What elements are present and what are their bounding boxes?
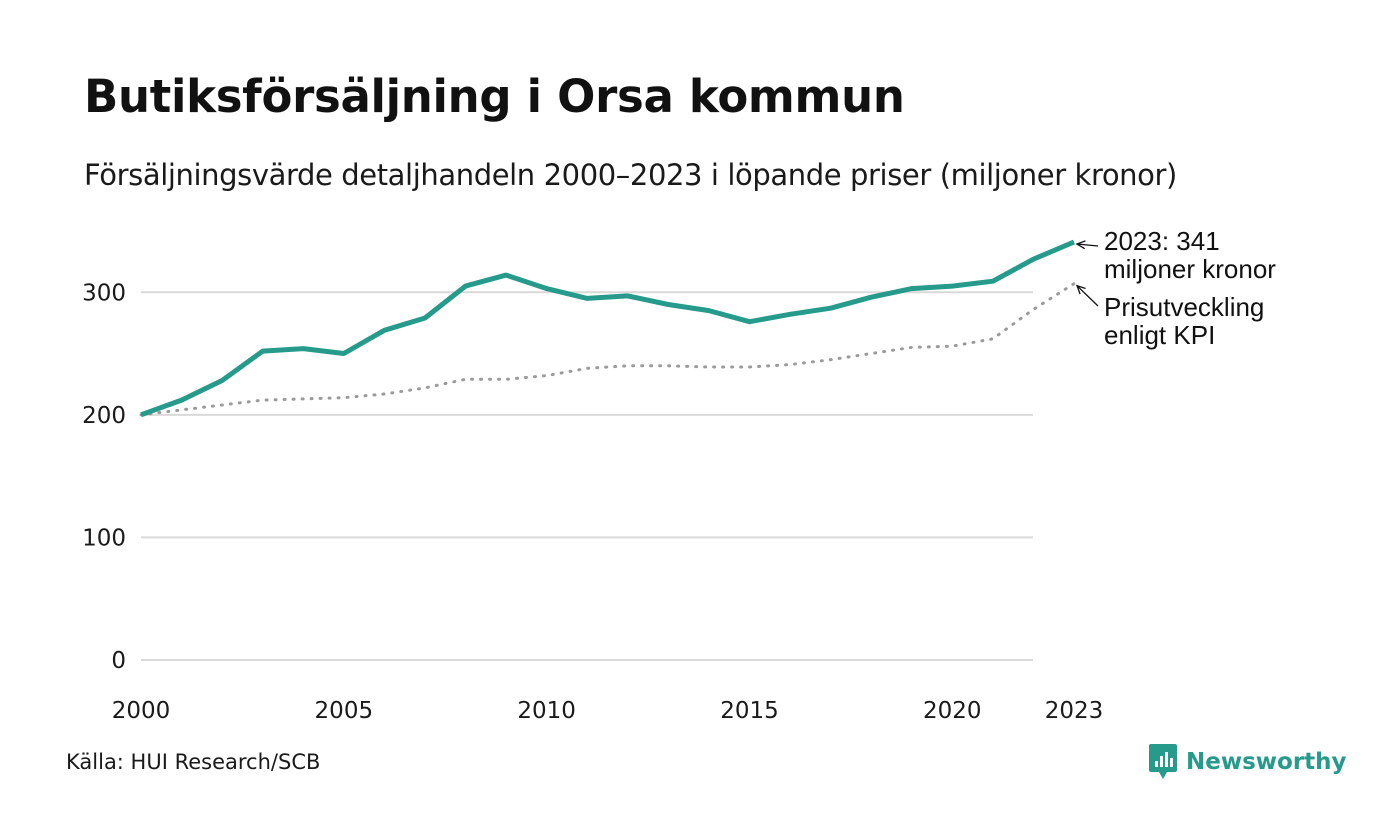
data-point-sales: [504, 273, 508, 277]
data-point-sales: [545, 287, 549, 291]
data-point-sales: [666, 303, 670, 307]
data-point-kpi: [626, 364, 630, 368]
data-point-sales: [1031, 257, 1035, 261]
x-tick-label: 2010: [517, 698, 576, 724]
data-point-sales: [261, 349, 265, 353]
series-line-kpi: [139, 282, 1076, 417]
annotation-label: enligt KPI: [1104, 320, 1215, 350]
data-point-sales: [382, 328, 386, 332]
brand-name: Newsworthy: [1186, 749, 1347, 775]
data-point-sales: [464, 284, 468, 288]
data-point-sales: [991, 279, 995, 283]
annotation-arrowhead: [1075, 284, 1086, 295]
x-tick-label: 2020: [923, 698, 982, 724]
data-point-kpi: [869, 352, 873, 356]
data-point-kpi: [382, 392, 386, 396]
data-point-kpi: [666, 364, 670, 368]
annotation-label: Prisutveckling: [1104, 292, 1264, 322]
data-point-kpi: [301, 397, 305, 401]
data-point-kpi: [829, 358, 833, 362]
data-point-sales: [180, 398, 184, 402]
data-point-sales: [950, 284, 954, 288]
data-point-sales: [342, 352, 346, 356]
y-tick-label: 200: [82, 403, 126, 429]
data-point-sales: [626, 294, 630, 298]
data-point-kpi: [991, 337, 995, 341]
data-point-kpi: [504, 377, 508, 381]
chart-bubble-icon: [1149, 744, 1177, 779]
data-point-kpi: [788, 363, 792, 367]
data-point-kpi: [464, 377, 468, 381]
data-point-kpi: [220, 403, 224, 407]
data-point-sales: [788, 312, 792, 316]
data-point-kpi: [1031, 307, 1035, 311]
x-tick-label: 2015: [720, 698, 779, 724]
chart-title: Butiksförsäljning i Orsa kommun: [84, 70, 905, 123]
data-point-kpi: [747, 365, 751, 369]
data-point-sales: [829, 306, 833, 310]
annotation-label: 2023: 341: [1104, 226, 1220, 256]
x-tick-label: 2023: [1045, 698, 1104, 724]
data-point-sales: [910, 287, 914, 291]
annotation-arrow-line: [1076, 243, 1099, 247]
annotation-arrowhead: [1075, 240, 1086, 250]
data-point-sales: [747, 320, 751, 324]
brand-logo: Newsworthy: [1148, 742, 1347, 782]
series-line-sales: [140, 239, 1075, 418]
data-point-sales: [423, 316, 427, 320]
data-point-sales: [220, 379, 224, 383]
data-point-kpi: [585, 366, 589, 370]
data-point-sales: [1072, 240, 1076, 244]
data-point-kpi: [261, 398, 265, 402]
y-tick-label: 0: [111, 648, 126, 674]
annotation-arrow-line: [1076, 285, 1099, 307]
chart-subtitle: Försäljningsvärde detaljhandeln 2000–202…: [84, 158, 1177, 192]
data-point-sales: [869, 295, 873, 299]
data-point-kpi: [139, 413, 143, 417]
data-point-kpi: [910, 345, 914, 349]
data-point-kpi: [950, 344, 954, 348]
data-point-sales: [301, 347, 305, 351]
data-point-sales: [585, 296, 589, 300]
x-tick-label: 2000: [112, 698, 171, 724]
data-point-sales: [707, 309, 711, 313]
data-point-kpi: [180, 408, 184, 412]
data-point-kpi: [545, 374, 549, 378]
x-tick-label: 2005: [315, 698, 374, 724]
data-point-kpi: [1072, 282, 1076, 286]
y-tick-label: 100: [82, 525, 126, 551]
annotation-label: miljoner kronor: [1104, 254, 1276, 284]
data-point-kpi: [423, 386, 427, 390]
source-note: Källa: HUI Research/SCB: [66, 750, 321, 774]
data-point-kpi: [707, 365, 711, 369]
data-point-kpi: [342, 396, 346, 400]
y-tick-label: 300: [82, 280, 126, 306]
